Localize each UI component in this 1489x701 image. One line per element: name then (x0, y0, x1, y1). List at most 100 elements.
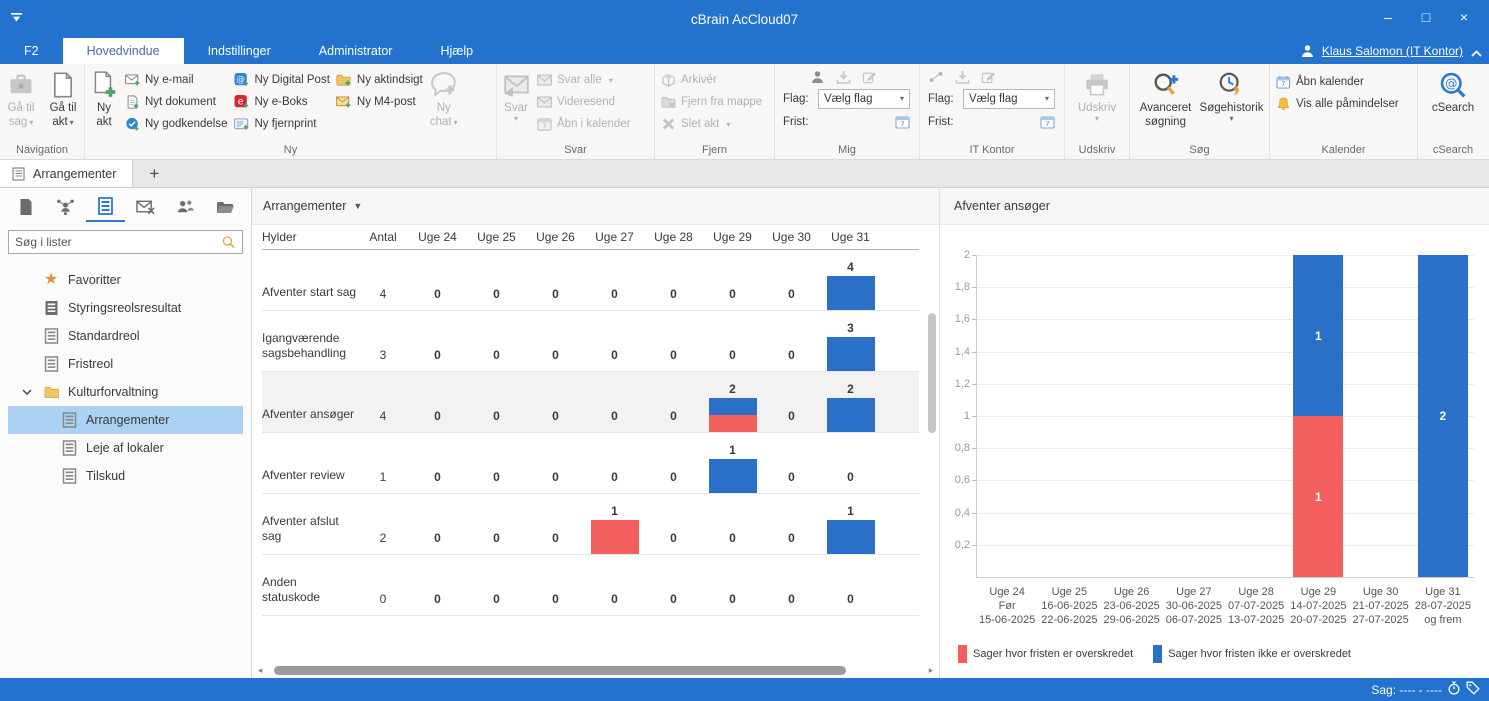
ny-akt-button[interactable]: Ny akt (87, 67, 121, 130)
ny-aktindsigt-button[interactable]: Ny aktindsigt (336, 69, 423, 91)
nyt-dokument-button[interactable]: Nyt dokument (124, 91, 227, 113)
table-row[interactable]: Afventer review 1 0 0 0 0 0 1 0 0 (262, 433, 919, 494)
tree-item-kulturforvaltning[interactable]: Kulturforvaltning (8, 378, 243, 406)
mini-bar (708, 398, 757, 432)
column-header[interactable]: Uge 29 (713, 230, 752, 244)
svar-alle-button[interactable]: Svar alle ▾ (536, 69, 631, 91)
svar-button[interactable]: Svar ▾ (499, 67, 533, 123)
search-icon (220, 235, 236, 250)
slet-akt-button[interactable]: Slet akt ▾ (660, 113, 762, 135)
edit-icon[interactable] (980, 70, 996, 85)
mini-bar (708, 459, 757, 493)
vis-alle-paamindelser-button[interactable]: Vis alle påmindelser (1275, 93, 1399, 115)
arkiver-button[interactable]: Arkivér (660, 69, 762, 91)
ny-godkendelse-button[interactable]: Ny godkendelse (124, 113, 227, 135)
videresend-button[interactable]: Videresend (536, 91, 631, 113)
avanceret-sogning-button[interactable]: Avanceret søgning (1134, 67, 1198, 130)
chevron-down-icon[interactable]: ▼ (353, 201, 363, 211)
x-axis-label: Uge 26 23-06-2025 29-06-2025 (1103, 586, 1160, 626)
menu-tab-indstillinger[interactable]: Indstillinger (207, 44, 271, 58)
tree-item-fristreol[interactable]: Fristreol (8, 350, 243, 378)
edit-icon[interactable] (861, 70, 877, 85)
ny-digital-post-button[interactable]: @ Ny Digital Post (233, 69, 330, 91)
user-menu[interactable]: Klaus Salomon (IT Kontor) (1300, 38, 1463, 64)
horizontal-scroll-thumb[interactable] (274, 666, 846, 675)
folders-view-icon[interactable] (205, 196, 245, 222)
calendar-icon: 7 (1275, 75, 1291, 90)
column-header[interactable]: Hylder (262, 230, 297, 244)
vertical-scroll-thumb[interactable] (928, 313, 936, 433)
new-tab-button[interactable]: + (149, 163, 160, 183)
flag-label: Flag: (928, 92, 954, 105)
y-axis-label: 1,2 (954, 377, 970, 390)
relations-view-icon[interactable] (46, 196, 86, 222)
column-header[interactable]: Uge 24 (418, 230, 457, 244)
menu-tab-hjælp[interactable]: Hjælp (440, 44, 474, 58)
ga-til-sag-button[interactable]: Gå til sag ▾ (0, 67, 42, 130)
tree-item-favoritter[interactable]: ★ Favoritter (8, 266, 243, 294)
search-input[interactable] (15, 235, 220, 249)
stopwatch-icon[interactable] (1447, 681, 1461, 698)
table-row[interactable]: Anden statuskode 0 0 0 0 0 0 0 0 0 (262, 555, 919, 616)
save-icon[interactable] (835, 70, 851, 85)
column-header[interactable]: Uge 30 (772, 230, 811, 244)
tab-arrangementer[interactable]: Arrangementer (0, 160, 134, 187)
minimize-button[interactable]: – (1384, 9, 1392, 25)
menu-tab-f2[interactable]: F2 (24, 44, 39, 58)
scroll-right-arrow-icon[interactable]: ▸ (928, 665, 934, 675)
column-header[interactable]: Uge 28 (654, 230, 693, 244)
table-row[interactable]: Igangværende sagsbehandling 3 0 0 0 0 0 0 0 3 (262, 311, 919, 372)
ga-til-akt-button[interactable]: Gå til akt ▾ (42, 67, 84, 130)
maximize-button[interactable]: □ (1421, 9, 1431, 25)
documents-view-icon[interactable] (6, 196, 46, 222)
save-icon[interactable] (954, 70, 970, 85)
column-header[interactable]: Uge 26 (536, 230, 575, 244)
table-row[interactable]: Afventer start sag 4 0 0 0 0 0 0 0 4 (262, 250, 919, 311)
week-count-zero: 0 (670, 409, 677, 423)
tree-item-standardreol[interactable]: Standardreol (8, 322, 243, 350)
ny-chat-button[interactable]: Ny chat ▾ (426, 67, 462, 130)
fjern-fra-mappe-button[interactable]: Fjern fra mappe (660, 91, 762, 113)
close-button[interactable]: × (1459, 9, 1469, 25)
chevron-up-icon[interactable] (1470, 45, 1483, 57)
ny-eboks-button[interactable]: e Ny e-Boks (233, 91, 329, 113)
column-header[interactable]: Antal (369, 230, 397, 244)
tree-item-styringsreolsresultat[interactable]: Styringsreolsresultat (8, 294, 243, 322)
tree-item-tilskud[interactable]: Tilskud (8, 462, 243, 490)
udskriv-button[interactable]: Udskriv ▾ (1076, 67, 1118, 123)
scroll-left-arrow-icon[interactable]: ◂ (257, 665, 263, 675)
abn-kalender-button[interactable]: 7 Åbn kalender (1275, 71, 1399, 93)
week-count-zero: 0 (729, 592, 736, 606)
tag-icon[interactable] (1466, 681, 1480, 698)
lists-view-icon[interactable] (85, 196, 126, 222)
menu-tab-hovedvindue[interactable]: Hovedvindue (62, 38, 184, 64)
column-header[interactable]: Uge 31 (831, 230, 870, 244)
ny-fjernprint-button[interactable]: Ny fjernprint (233, 113, 329, 135)
menu-tab-administrator[interactable]: Administrator (318, 44, 393, 58)
abn-i-kalender-button[interactable]: 7 Åbn i kalender (536, 113, 631, 135)
table-row[interactable]: Afventer afslut sag 2 0 0 0 1 0 0 0 1 (262, 494, 919, 555)
vertical-scrollbar[interactable] (928, 228, 936, 660)
ny-m4-post-button[interactable]: Ny M4-post (336, 91, 423, 113)
ny-email-button[interactable]: Ny e-mail (124, 69, 227, 91)
csearch-button[interactable]: @ cSearch (1430, 67, 1476, 115)
tree-item-leje-af-lokaler[interactable]: Leje af lokaler (8, 434, 243, 462)
calendar-small-icon[interactable]: 7 (1039, 114, 1055, 129)
quick-access-icon[interactable] (10, 10, 23, 22)
view-title[interactable]: Arrangementer (263, 199, 347, 213)
column-header[interactable]: Uge 25 (477, 230, 516, 244)
legend-label: Sager hvor fristen ikke er overskredet (1168, 648, 1351, 660)
flag-select-it-kontor[interactable]: Vælg flag ▾ (963, 88, 1055, 109)
mini-bar (826, 398, 875, 432)
chevron-expand-icon[interactable] (16, 389, 42, 395)
sogehistorik-button[interactable]: Søgehistorik ▾ (1198, 67, 1266, 123)
participants-view-icon[interactable] (165, 196, 205, 222)
flag-select-mig[interactable]: Vælg flag ▾ (818, 88, 910, 109)
mail-dispatch-view-icon[interactable] (125, 196, 165, 222)
table-row[interactable]: Afventer ansøger 4 0 0 0 0 0 2 0 2 (262, 372, 919, 433)
y-axis-label: 0,4 (954, 506, 970, 519)
calendar-small-icon[interactable]: 7 (894, 114, 910, 129)
column-header[interactable]: Uge 27 (595, 230, 634, 244)
tree-item-arrangementer[interactable]: Arrangementer (8, 406, 243, 434)
